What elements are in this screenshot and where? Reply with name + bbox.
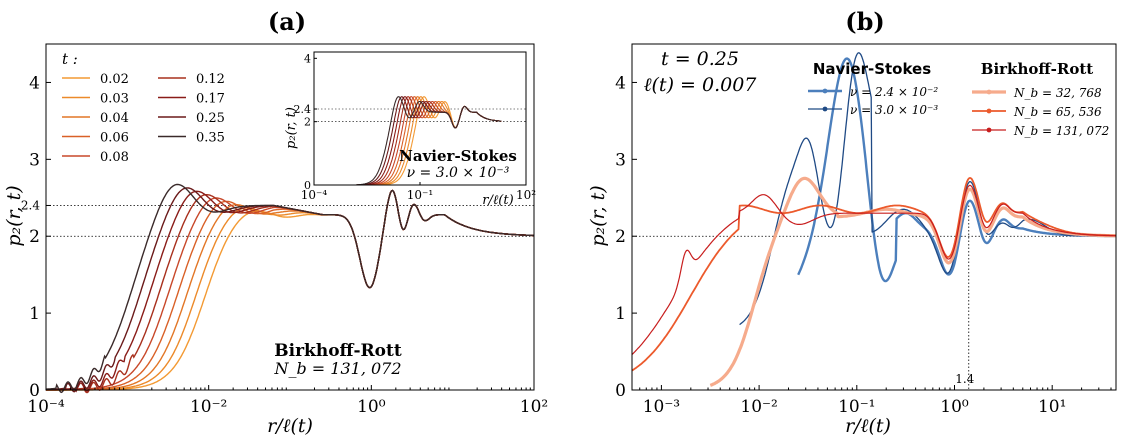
legend-marker — [986, 89, 992, 95]
inset-y-tick-label: 2.4 — [294, 103, 312, 116]
y-tick-label: 2 — [29, 227, 40, 247]
inset-ylabel: p₂(r, t) — [284, 107, 299, 149]
panel-b-label: (b) — [845, 7, 885, 36]
legend-label: 0.06 — [100, 131, 129, 146]
legend-label: N_b = 65, 536 — [1013, 105, 1102, 119]
inset-x-tick-label: 10⁻⁴ — [301, 188, 328, 202]
y-tick-label: 3 — [29, 150, 40, 170]
panel-b-x-ticks: 10⁻³ 10⁻² 10⁻¹ 10⁰ 10¹ — [631, 385, 1112, 417]
y-tick-label: 4 — [29, 73, 40, 93]
legend-label: 0.25 — [196, 111, 225, 126]
panel-a-annotation-sub: N_b = 131, 072 — [273, 359, 401, 378]
legend-label: 0.04 — [100, 111, 129, 126]
x-tick-label: 10⁻⁴ — [27, 397, 65, 417]
inset-x-ticks: 10⁻⁴ 10⁻¹ 10² — [301, 182, 536, 202]
panel-a-xlabel: r/ℓ(t) — [267, 415, 313, 437]
series-line-br_32768 — [709, 176, 1117, 387]
vline-label: 1.4 — [955, 372, 974, 386]
legend-label: 0.03 — [100, 92, 129, 107]
x-tick-label: 10⁻¹ — [838, 397, 875, 417]
panel-a-label: (a) — [268, 7, 306, 36]
panel-a-inset: 10⁻⁴ 10⁻¹ 10² 022.44 r/ℓ(t) p₂(r, t) Navie… — [284, 51, 536, 208]
legend-label: ν = 3.0 × 10⁻³ — [850, 103, 938, 117]
y-tick-label: 3 — [615, 150, 626, 170]
inset-background — [314, 52, 526, 185]
y-tick-label: 2.4 — [21, 198, 40, 212]
panel-b-frame — [631, 43, 1117, 391]
legend-title: t : — [62, 50, 78, 68]
panel-b-legend: ν = 2.4 × 10⁻² ν = 3.0 × 10⁻³ N_b = 32, 76… — [808, 85, 1109, 138]
y-tick-label: 2 — [615, 227, 626, 247]
legend-marker — [822, 88, 828, 94]
x-tick-label: 10² — [520, 397, 548, 417]
panel-b-ylabel: p₂(r, t) — [587, 185, 609, 246]
y-tick-label: 0 — [615, 381, 626, 401]
inset-title: Navier-Stokes — [399, 147, 517, 165]
inset-xlabel: r/ℓ(t) — [482, 193, 513, 208]
panel-b-curves — [631, 52, 1117, 387]
x-tick-label: 10¹ — [1038, 397, 1066, 417]
panel-a-x-ticks: 10⁻⁴ 10⁻² 10⁰ 10² — [27, 385, 548, 417]
panel-b-xlabel: r/ℓ(t) — [845, 415, 891, 437]
series-line-br_131072 — [631, 184, 1116, 355]
legend-marker — [986, 127, 992, 133]
series-line-br_65536 — [631, 177, 1116, 372]
inset-y-tick-label: 2 — [304, 116, 311, 129]
inset-series-line-t-0.35 — [356, 96, 502, 186]
panel-b-y-ticks: 0 1 2 3 4 — [615, 73, 637, 401]
legend-label: 0.17 — [196, 92, 225, 107]
x-tick-label: 10⁰ — [357, 397, 386, 417]
inset-curves — [356, 96, 502, 186]
panel-a-hlines — [46, 205, 534, 237]
y-tick-label: 1 — [29, 304, 40, 324]
inset-y-tick-label: 4 — [304, 52, 311, 65]
y-tick-label: 1 — [615, 304, 626, 324]
inset-y-tick-label: 0 — [304, 179, 311, 192]
panel-b-vline: 1.4 — [955, 205, 975, 390]
panel-a-curves — [45, 183, 534, 394]
panel-b-info-t: t = 0.25 — [661, 48, 739, 70]
panel-a-ylabel: p₂(r, t) — [3, 185, 25, 246]
legend-label: N_b = 32, 768 — [1013, 86, 1102, 100]
legend-ns-title: Navier-Stokes — [813, 60, 931, 78]
legend-label: 0.12 — [196, 72, 225, 87]
y-tick-label: 0 — [29, 381, 40, 401]
series-line-t-0.35 — [46, 183, 534, 394]
inset-x-tick-label: 10⁻¹ — [407, 188, 433, 202]
inset-subtitle: ν = 3.0 × 10⁻³ — [407, 165, 510, 181]
x-tick-label: 10⁻² — [190, 397, 227, 417]
x-tick-label: 10⁰ — [940, 397, 969, 417]
inset-x-tick-label: 10² — [516, 188, 536, 202]
legend-label: N_b = 131, 072 — [1013, 124, 1109, 138]
inset-y-ticks: 022.44 — [294, 52, 317, 192]
legend-label: 0.02 — [100, 72, 129, 87]
y-tick-label: 4 — [615, 73, 626, 93]
legend-label: 0.35 — [196, 131, 225, 146]
legend-marker — [822, 106, 828, 112]
legend-label: 0.08 — [100, 150, 129, 165]
panel-a-annotation-title: Birkhoff-Rott — [274, 341, 402, 361]
panel-b-info-l: ℓ(t) = 0.007 — [644, 74, 758, 96]
x-tick-label: 10⁻³ — [643, 397, 680, 417]
panel-a-y-ticks: 0 1 2 2.4 3 4 — [21, 73, 51, 401]
x-tick-label: 10⁻² — [740, 397, 777, 417]
legend-marker — [986, 108, 992, 114]
panel-a-frame — [45, 43, 535, 391]
legend-label: ν = 2.4 × 10⁻² — [850, 85, 938, 99]
legend-br-title: Birkhoff-Rott — [981, 60, 1094, 78]
panel-a-legend: t : 0.02 0.03 0.04 0.06 0.08 0.12 0.17 0.25 0.35 — [62, 50, 225, 165]
